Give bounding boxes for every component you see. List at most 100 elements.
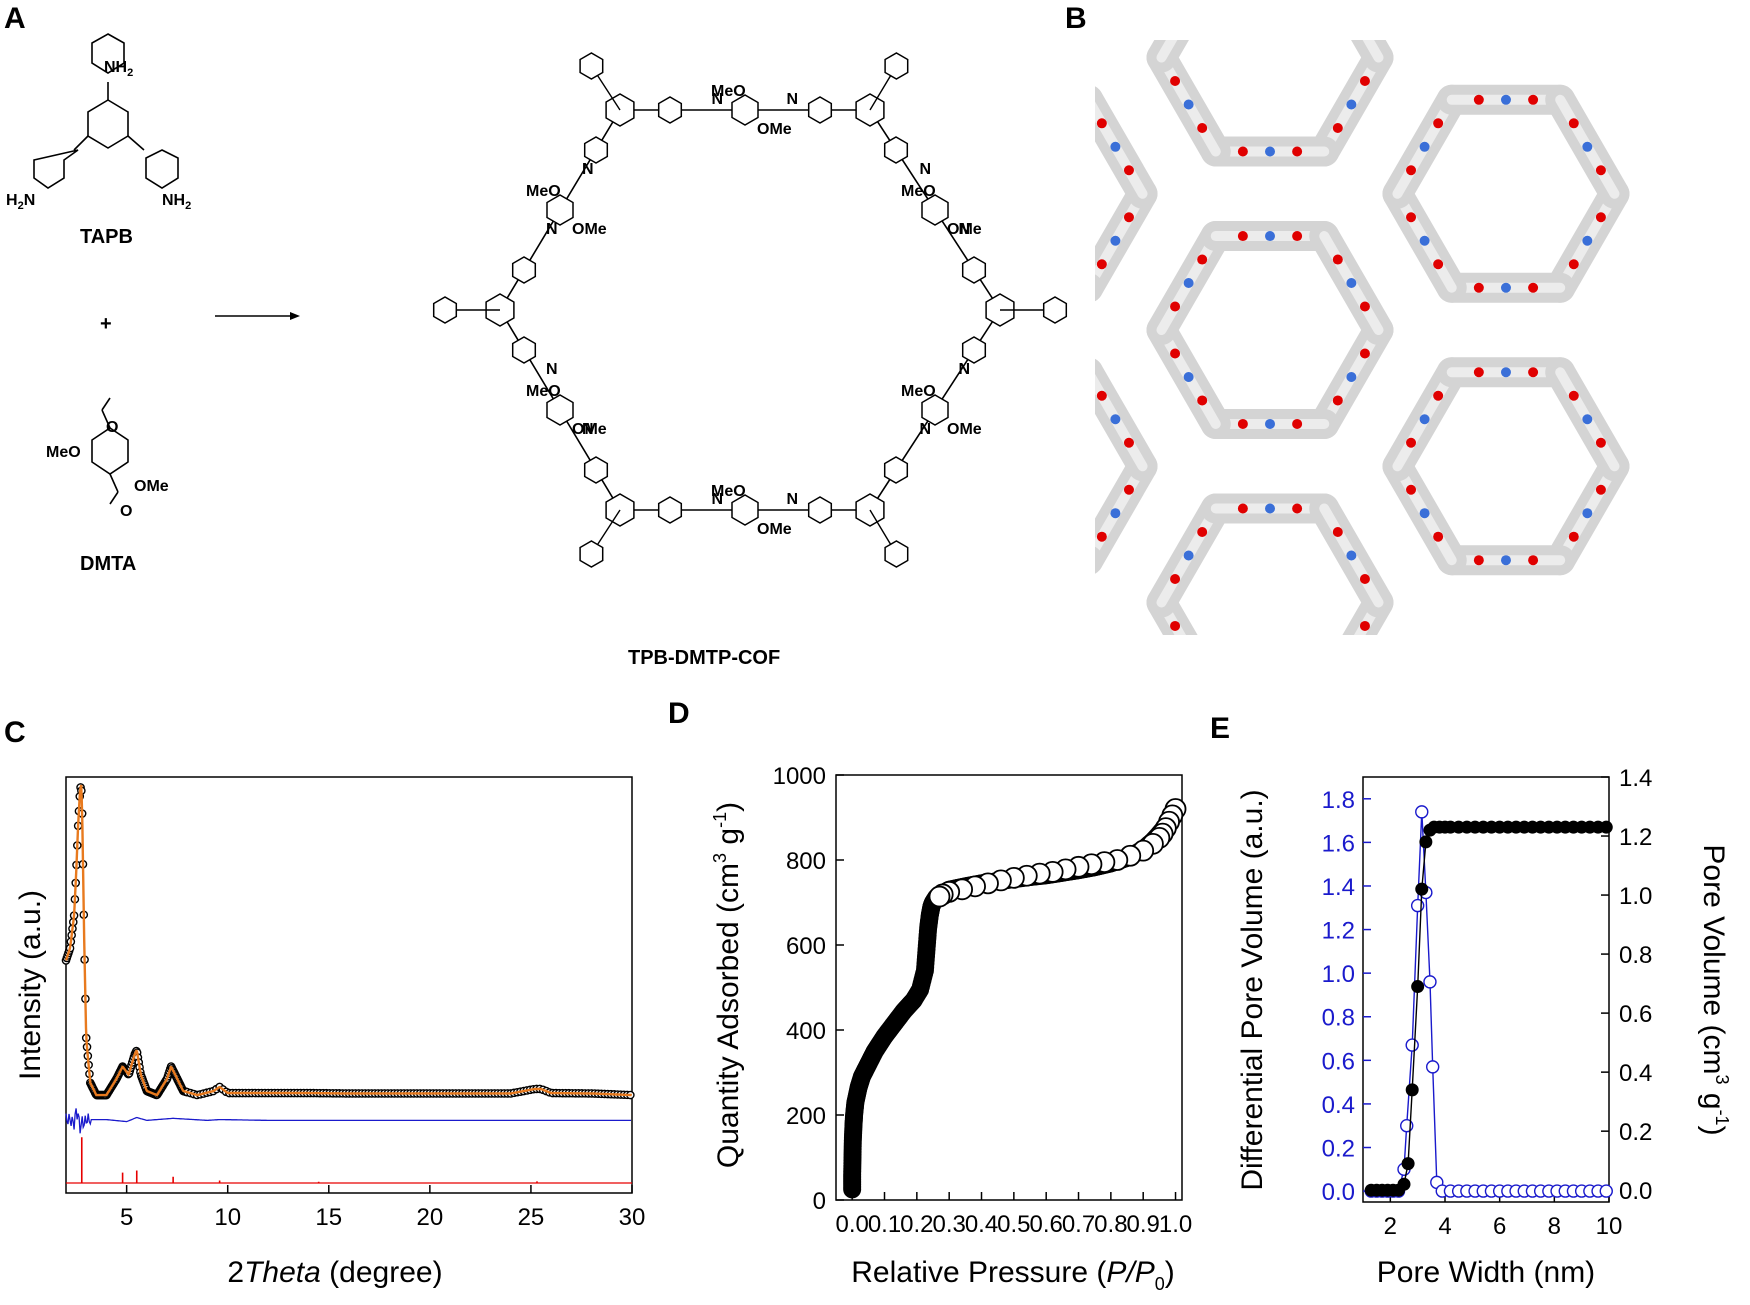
oxygen-atom [1433, 390, 1444, 401]
nitrogen-atom [1183, 99, 1194, 110]
plot-c-xtick-label: 10 [214, 1204, 241, 1231]
nitrogen-atom [1183, 550, 1194, 561]
linker-phenyl-ring [657, 96, 683, 124]
cof-ome-label: OMe [572, 421, 607, 438]
nitrogen-atom [1419, 414, 1430, 425]
oxygen-atom [1096, 390, 1107, 401]
space-filling-model [926, 40, 1630, 701]
oxygen-atom [1237, 503, 1248, 514]
plot-d-ylabel: Quantity Adsorbed (cm3 g-1) [710, 802, 745, 1168]
pore-wall [926, 466, 980, 560]
plot-e-series [1364, 805, 1613, 1198]
linker-phenyl-ring [511, 256, 537, 284]
oxygen-atom [961, 532, 971, 542]
plot-d-xtick-label: 0.3 [932, 1211, 965, 1238]
arrow-head [290, 312, 300, 320]
oxygen-atom [1433, 259, 1444, 270]
cof-meo-label: MeO [901, 383, 936, 400]
oxygen-atom [1568, 118, 1579, 129]
plot-e-ytick-left-label: 0.2 [1322, 1136, 1355, 1163]
nitrogen-atom [1265, 691, 1275, 701]
plot-c-xtick-label: 30 [619, 1204, 646, 1231]
oxygen-atom [1002, 367, 1012, 377]
plot-c-frame [65, 776, 633, 1194]
pore-wall-highlight [1156, 597, 1187, 635]
nitrogen-atom [1500, 94, 1511, 105]
oxygen-atom [1292, 146, 1303, 157]
linker-phenyl-ring [807, 496, 833, 524]
pore-wall-highlight [1362, 40, 1384, 63]
cof-imine-n: N [712, 491, 724, 508]
nitrogen-atom [1265, 231, 1275, 242]
plot-e-ytick-right-label: 1.4 [1619, 765, 1652, 792]
cof-imine-n: N [546, 221, 558, 238]
oxygen-atom [1002, 555, 1012, 565]
cumulative-point [1419, 835, 1433, 849]
oxygen-atom [1056, 555, 1066, 565]
differential-point [1425, 1060, 1440, 1074]
plot-e-xlabel: Pore Width (nm) [1377, 1256, 1595, 1289]
plot-e-ytick-right-label: 0.4 [1619, 1060, 1652, 1087]
cof-ome-label: OMe [947, 221, 982, 238]
oxygen-atom [1528, 555, 1539, 566]
dmta-o-bottom: O [120, 503, 132, 520]
cof-imine-n: N [920, 161, 932, 178]
oxygen-atom [1197, 395, 1208, 406]
outer-phenyl-ring [1042, 296, 1068, 324]
oxygen-atom [1359, 76, 1370, 87]
oxygen-atom [1595, 437, 1606, 448]
plot-d-ytick-label: 600 [786, 933, 826, 960]
oxygen-atom [1123, 212, 1134, 223]
plot-e-ytick-left-label: 0.4 [1322, 1092, 1355, 1119]
differential-point [1599, 1184, 1613, 1198]
tapb-nh2-top: NH2 [104, 59, 133, 79]
model-wrap [926, 40, 1630, 701]
nitrogen-atom [1184, 644, 1194, 654]
outer-phenyl-ring [432, 296, 458, 324]
oxygen-atom [934, 165, 944, 175]
nitrogen-atom [1346, 99, 1357, 110]
plot-d-series [843, 798, 1187, 1199]
outer-phenyl-ring [884, 52, 909, 80]
plot-d-ytick-label: 0 [813, 1188, 826, 1215]
nitrogen-atom [1582, 235, 1593, 246]
cumulative-point [1411, 980, 1425, 994]
plot-e-ticks: 2 4 6 8 10 0.0 0.2 0.4 0.6 0.8 1.0 1.2 1.4 1.6 1.8 0.0 0… [1322, 765, 1653, 1240]
nitrogen-atom [1110, 235, 1121, 246]
plot-e-ytick-left-label: 1.8 [1322, 787, 1355, 814]
oxygen-atom [1002, 283, 1012, 293]
plot-e-ytick-right-label: 1.0 [1619, 883, 1652, 910]
plus-sign: + [100, 313, 112, 335]
oxygen-atom [1333, 668, 1343, 678]
linker-phenyl-ring [657, 496, 683, 524]
plot-d-ytick-label: 400 [786, 1018, 826, 1045]
oxygen-atom [1406, 484, 1417, 495]
plot-d-xtick-label: 0.4 [965, 1211, 998, 1238]
oxygen-atom [1056, 95, 1066, 105]
plot-e-ytick-left-label: 0.8 [1322, 1005, 1355, 1032]
oxygen-atom [1406, 212, 1417, 223]
oxygen-atom [1170, 76, 1181, 87]
nitrogen-atom [1110, 141, 1121, 152]
differential-point [1423, 975, 1437, 989]
oxygen-atom [1528, 94, 1539, 105]
oxygen-atom [1528, 282, 1539, 293]
oxygen-atom [1292, 418, 1303, 429]
cof-imine-n: N [582, 421, 594, 438]
plot-e-xtick-label: 4 [1438, 1213, 1451, 1240]
oxygen-atom [1170, 573, 1181, 584]
plot-d-ytick-label: 800 [786, 848, 826, 875]
cumulative-point [1397, 1177, 1411, 1191]
dimethoxy-benzene-ring [546, 394, 574, 426]
dimethoxy-benzene-ring [921, 194, 949, 226]
cof-imine-n: N [959, 221, 971, 238]
oxygen-atom [1473, 555, 1484, 566]
nitrogen-atom [1265, 146, 1275, 157]
nitrogen-atom [948, 142, 958, 152]
panel-e-label: E [1210, 712, 1230, 745]
plot-e-xtick-label: 8 [1548, 1213, 1561, 1240]
plot-e-ytick-left-label: 1.4 [1322, 874, 1355, 901]
nitrogen-atom [1419, 508, 1430, 519]
dmta-o-top: O [106, 419, 118, 436]
